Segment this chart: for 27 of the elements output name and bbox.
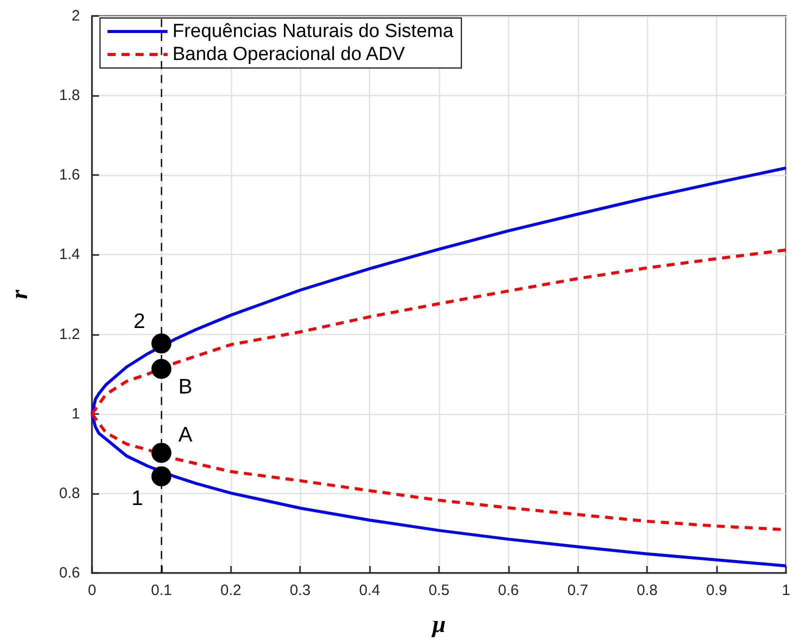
x-tick-label: 0.1 [150, 582, 172, 599]
x-tick-label: 0.4 [359, 582, 380, 599]
annotation: 2 [134, 310, 146, 333]
x-tick-label: 0.9 [706, 582, 728, 599]
y-tick-label: 1.2 [59, 326, 80, 343]
legend-label: Frequências Naturais do Sistema [172, 21, 454, 42]
x-tick-label: 0.5 [428, 582, 450, 599]
x-tick-label: 0.2 [220, 582, 242, 599]
x-axis-title: μ [430, 612, 446, 638]
annotation: B [178, 375, 192, 398]
y-tick-label: 0.6 [59, 564, 80, 582]
y-tick-label: 1.6 [59, 166, 80, 184]
legend-label: Banda Operacional do ADV [172, 44, 406, 65]
x-tick-label: 0.7 [567, 582, 588, 599]
x-tick-label: 0.6 [498, 582, 519, 599]
x-tick-label: 0.3 [290, 582, 311, 599]
x-tick-label: 0.8 [636, 582, 658, 599]
x-tick-label: 1 [782, 582, 790, 599]
x-tick-label: 0 [88, 582, 96, 599]
y-tick-label: 0.8 [59, 484, 80, 502]
annotation: 1 [132, 486, 144, 510]
y-tick-label: 1.8 [59, 87, 80, 104]
y-tick-label: 1 [72, 405, 80, 422]
y-axis-title: r [7, 289, 33, 300]
y-tick-label: 2 [72, 8, 80, 24]
y-tick-label: 1.4 [59, 246, 80, 264]
annotation: A [178, 423, 192, 446]
